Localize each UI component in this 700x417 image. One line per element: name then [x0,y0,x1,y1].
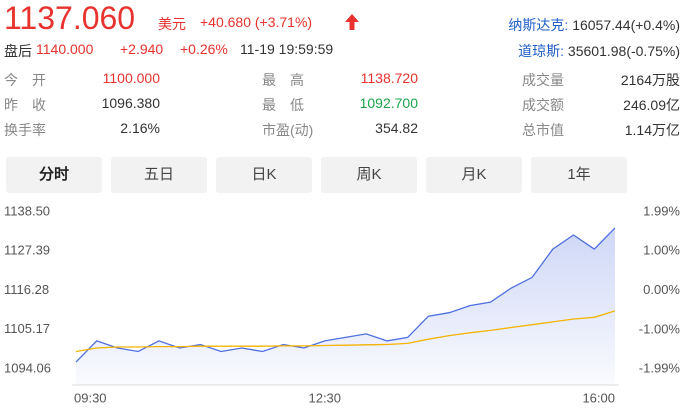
y-tick-label: 1116.28 [4,282,49,297]
tab[interactable]: 周K [321,157,417,193]
price-area [76,227,615,385]
after-hours-change: +2.940 [120,41,164,57]
after-hours-percent: +0.26% [180,41,228,57]
x-tick-label: 16:00 [582,390,615,405]
index-value: 16057.44(+0.4%) [572,17,680,33]
y-tick-label: 1127.39 [4,243,50,258]
tab[interactable]: 月K [426,157,522,193]
stat-label: 市盈(动) [262,122,314,138]
stat-value: 1096.380 [101,95,160,111]
y2-tick-label: -1.99% [639,360,681,375]
stat-label: 成交额 [522,97,564,113]
x-tick-label: 12:30 [308,390,341,405]
index-name[interactable]: 道琼斯: [518,43,565,59]
currency: 美元 [158,16,186,32]
tab[interactable]: 分时 [6,157,102,193]
stat-label: 昨 收 [4,97,46,113]
up-arrow [345,14,359,30]
stat-value: 1138.720 [360,70,418,86]
stat-label: 今 开 [4,72,46,88]
stat-value: 2164万股 [620,72,680,88]
stat-value: 2.16% [120,120,160,136]
after-hours-time: 11-19 19:59:59 [240,41,334,57]
index-value: 35601.98(-0.75%) [567,43,680,59]
y-tick-label: 1105.17 [4,321,50,336]
stat-label: 换手率 [4,122,46,138]
y2-tick-label: 1.99% [643,203,680,218]
after-hours-price: 1140.000 [36,41,94,57]
stat-value: 354.82 [375,120,418,136]
y-tick-label: 1138.50 [4,203,50,218]
stat-label: 成交量 [522,72,564,88]
average-line [75,310,616,353]
tab[interactable]: 日K [216,157,312,193]
stat-value: 1.14万亿 [624,122,680,138]
stat-value: 1100.000 [102,70,160,86]
x-tick-label: 09:30 [74,390,107,405]
index-row: 道琼斯: 35601.98(-0.75%) [518,41,680,61]
after-hours-label: 盘后 [4,43,32,59]
stat-value: 246.09亿 [623,97,680,113]
y2-tick-label: 1.00% [643,242,680,257]
tab[interactable]: 1年 [531,157,627,193]
change: +40.680 (+3.71%) [200,14,313,30]
stat-label: 最 低 [262,97,304,113]
chart: 1138.50 1127.39 1116.28 1105.17 1094.06 1.99%… [4,203,681,405]
stat-value: 1092.700 [359,95,418,111]
tab[interactable]: 五日 [111,157,207,193]
y2-tick-label: -1.00% [639,321,681,336]
y2-tick-label: 0.00% [643,282,680,297]
y-tick-label: 1094.06 [4,360,51,375]
index-row: 纳斯达克: 16057.44(+0.4%) [508,15,680,35]
stat-label: 总市值 [522,122,564,138]
price-line [75,227,616,363]
index-name[interactable]: 纳斯达克: [508,17,569,33]
price: 1137.060 [4,0,136,36]
stat-label: 最 高 [262,72,304,88]
